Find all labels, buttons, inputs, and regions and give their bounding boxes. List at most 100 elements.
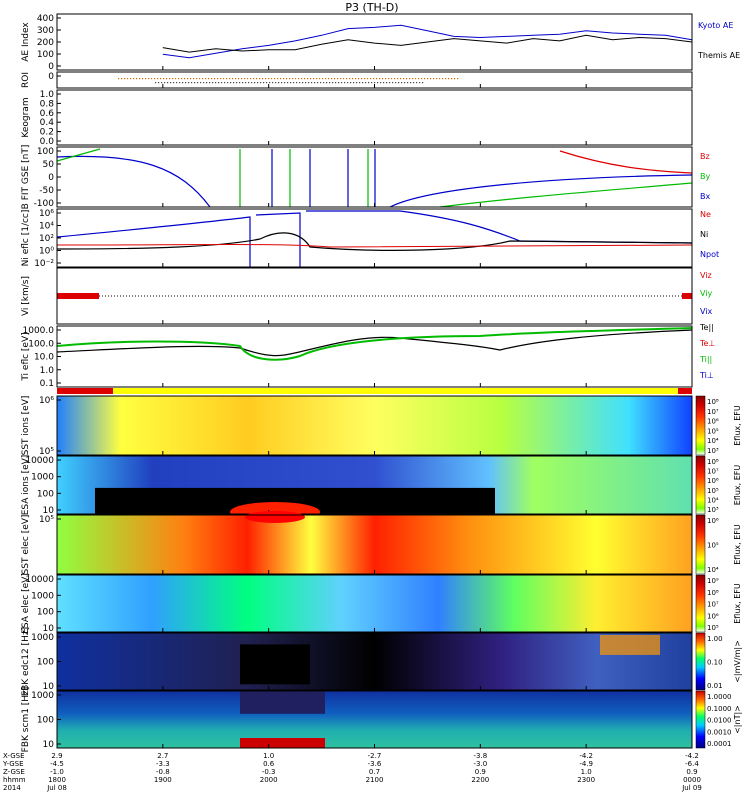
roi-dot [185, 82, 187, 84]
roi-dot [325, 78, 327, 80]
roi-dot [247, 78, 249, 80]
y-tick-label: 10⁰ [39, 247, 54, 257]
roi-dot [118, 78, 120, 80]
colorbar-tick-label: 10⁶ [707, 418, 719, 426]
roi-dot [148, 78, 150, 80]
colorbar-tick-label: 1.0000 [707, 693, 732, 701]
roi-dot [356, 82, 358, 84]
colorbar [695, 455, 706, 515]
roi-dot [154, 78, 156, 80]
x-tick-value: -2.7 [368, 752, 382, 760]
roi-dot [133, 78, 135, 80]
roi-dot [409, 78, 411, 80]
status-bar-red [57, 388, 113, 394]
roi-dot [169, 78, 171, 80]
roi-dot [191, 82, 193, 84]
roi-dot [158, 82, 160, 84]
colorbar-tick-label: 10⁸ [707, 589, 719, 597]
colorbar-tick-label: 10⁷ [707, 601, 719, 609]
roi-dot [379, 78, 381, 80]
y-tick-label: 1000 [31, 691, 54, 701]
roi-dot [155, 82, 157, 84]
y-axis-label: AE Index [21, 22, 31, 62]
roi-dot [313, 78, 315, 80]
y-axis-label: ROI [21, 72, 31, 88]
x-tick-value: -6.4 [685, 760, 699, 768]
colorbar-tick-label: 10⁶ [707, 517, 719, 525]
y-tick-label: 1.0 [40, 90, 55, 100]
roi-dot [256, 78, 258, 80]
roi-dot [451, 78, 453, 80]
roi-dot [317, 82, 319, 84]
roi-dot [268, 78, 270, 80]
roi-dot [389, 82, 391, 84]
roi-dot [179, 82, 181, 84]
roi-dot [167, 82, 169, 84]
roi-dot [350, 82, 352, 84]
legend-entry: Kyoto AE [698, 21, 733, 30]
colorbar-tick-label: 10⁷ [707, 468, 719, 476]
roi-dot [323, 82, 325, 84]
roi-dot [422, 82, 424, 84]
colorbar-tick-label: 0.0100 [707, 717, 732, 725]
roi-dot [271, 78, 273, 80]
y-tick-label: 0 [48, 72, 54, 82]
roi-dot [184, 78, 186, 80]
roi-dot [337, 78, 339, 80]
roi-dot [362, 82, 364, 84]
y-tick-label: 1000.0 [23, 326, 55, 336]
y-tick-label: 10⁵ [39, 447, 54, 457]
roi-dot [433, 78, 435, 80]
y-tick-label: 10000 [25, 575, 54, 585]
roi-dot [269, 82, 271, 84]
roi-dot [218, 82, 220, 84]
plot-title: P3 (TH-D) [345, 1, 398, 14]
roi-dot [227, 82, 229, 84]
roi-dot [319, 78, 321, 80]
y-tick-label: 100 [37, 716, 54, 726]
x-tick-value: 2300 [577, 776, 595, 784]
roi-dot [395, 82, 397, 84]
roi-dot [121, 78, 123, 80]
roi-dot [286, 78, 288, 80]
roi-dot [352, 78, 354, 80]
colorbar-tick-label: 10⁵ [707, 487, 719, 495]
x-tick-value: -3.6 [368, 760, 382, 768]
roi-dot [290, 82, 292, 84]
roi-dot [250, 78, 252, 80]
roi-dot [275, 82, 277, 84]
y-axis-label: SST elec [eV] [21, 515, 31, 575]
y-tick-label: 100 [37, 658, 54, 668]
roi-dot [188, 82, 190, 84]
roi-dot [289, 78, 291, 80]
x-tick-value: 2000 [260, 776, 278, 784]
roi-dot [220, 78, 222, 80]
roi-dot [182, 82, 184, 84]
y-tick-label: 10⁻² [34, 259, 54, 269]
x-tick-value: 1900 [154, 776, 172, 784]
legend-entry: Npot [700, 250, 719, 259]
colorbar-tick-label: 10⁶ [707, 612, 719, 620]
y-tick-label: 100 [37, 489, 54, 499]
y-tick-label: 0.4 [40, 118, 55, 128]
roi-dot [178, 78, 180, 80]
y-axis-label: Vi [km/s] [21, 276, 31, 316]
legend-entry: Bx [700, 192, 710, 201]
y-tick-label: 1.0 [40, 366, 55, 376]
roi-dot [214, 78, 216, 80]
roi-dot [236, 82, 238, 84]
status-bar-red [678, 388, 692, 394]
roi-dot [205, 78, 207, 80]
roi-dot [415, 78, 417, 80]
status-bar [57, 388, 692, 394]
colorbar-label: Eflux, EFU [733, 524, 742, 565]
spectrogram-dark [240, 644, 310, 685]
x-tick-value: 1.0 [263, 752, 274, 760]
roi-dot [419, 82, 421, 84]
colorbar-label: Eflux, EFU [733, 465, 742, 506]
y-tick-label: 0 [48, 173, 54, 183]
colorbar-tick-label: 10⁵ [707, 624, 719, 632]
x-tick-value: -4.2 [579, 752, 593, 760]
colorbar-tick-label: 10⁸ [707, 458, 719, 466]
